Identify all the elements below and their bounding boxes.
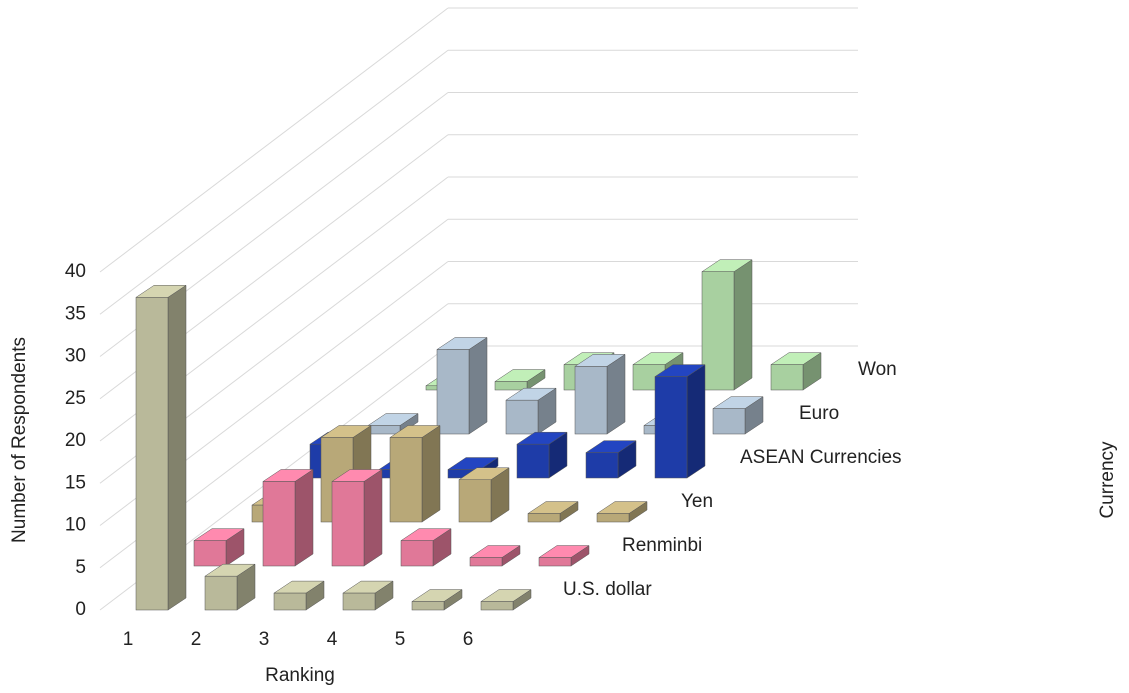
y-tick-label: 30 bbox=[65, 346, 86, 367]
y-tick-label: 5 bbox=[75, 557, 86, 578]
y-tick-label: 10 bbox=[65, 515, 86, 536]
bar-side bbox=[294, 469, 314, 567]
bar bbox=[400, 528, 452, 567]
y-axis-title: Number of Respondents bbox=[9, 337, 30, 543]
bar-side bbox=[733, 259, 753, 391]
bar bbox=[712, 396, 764, 435]
bar-side bbox=[167, 284, 187, 611]
bar-front bbox=[262, 481, 296, 567]
bar-front bbox=[342, 592, 376, 611]
bar-side bbox=[421, 425, 441, 523]
bar bbox=[273, 580, 325, 611]
x-tick-label: 3 bbox=[259, 629, 270, 650]
grid-line bbox=[99, 49, 449, 315]
bar-front bbox=[204, 575, 238, 611]
bar bbox=[480, 589, 532, 611]
bar-front bbox=[480, 601, 514, 611]
bar bbox=[596, 501, 648, 523]
bar bbox=[204, 563, 256, 611]
bar bbox=[389, 425, 441, 523]
y-tick-label: 20 bbox=[65, 430, 86, 451]
bar bbox=[527, 501, 579, 523]
bar-front bbox=[494, 381, 528, 391]
y-tick-label: 35 bbox=[65, 303, 86, 324]
x-tick-label: 1 bbox=[123, 629, 134, 650]
bar bbox=[516, 431, 568, 479]
bar-front bbox=[527, 513, 561, 523]
y-tick-label: 25 bbox=[65, 388, 86, 409]
bar-front bbox=[770, 364, 804, 391]
bar bbox=[574, 353, 626, 435]
x-tick-label: 5 bbox=[395, 629, 406, 650]
x-tick-label: 4 bbox=[327, 629, 338, 650]
bar bbox=[538, 545, 590, 567]
bar bbox=[342, 580, 394, 611]
bar-front bbox=[505, 399, 539, 435]
bar bbox=[585, 440, 637, 479]
bar-front bbox=[701, 271, 735, 391]
series-label: Renminbi bbox=[622, 535, 702, 556]
bar bbox=[494, 369, 546, 391]
bar bbox=[262, 469, 314, 567]
bar-front bbox=[458, 479, 492, 523]
y-tick-label: 0 bbox=[75, 599, 86, 620]
bar-side bbox=[686, 364, 706, 479]
series-label: U.S. dollar bbox=[563, 579, 652, 600]
bar-front bbox=[411, 601, 445, 611]
bar-front bbox=[585, 452, 619, 479]
bar-front bbox=[516, 443, 550, 479]
bar-front bbox=[654, 376, 688, 479]
bar bbox=[654, 364, 706, 479]
x-axis-title: Ranking bbox=[265, 665, 335, 686]
bar-front bbox=[538, 557, 572, 567]
y-tick-label: 15 bbox=[65, 472, 86, 493]
bar bbox=[411, 589, 463, 611]
bar-front bbox=[436, 349, 470, 435]
bar-side bbox=[363, 469, 383, 567]
bar bbox=[469, 545, 521, 567]
bar-front bbox=[331, 481, 365, 567]
bar bbox=[331, 469, 383, 567]
grid-line bbox=[99, 7, 449, 273]
bar bbox=[458, 467, 510, 523]
bar-front bbox=[367, 425, 401, 435]
bar bbox=[135, 284, 187, 611]
x-tick-label: 6 bbox=[463, 629, 474, 650]
bar bbox=[701, 259, 753, 391]
bar-front bbox=[469, 557, 503, 567]
bar-front bbox=[574, 366, 608, 435]
bar-front bbox=[135, 297, 169, 611]
z-axis-title: Currency bbox=[1097, 441, 1118, 519]
bar bbox=[436, 337, 488, 435]
series-label: Won bbox=[858, 359, 897, 380]
series-label: ASEAN Currencies bbox=[740, 447, 902, 468]
bar bbox=[770, 352, 822, 391]
bar-side bbox=[468, 337, 488, 435]
bar-front bbox=[596, 513, 630, 523]
bar-front bbox=[273, 592, 307, 611]
bar bbox=[193, 528, 245, 567]
bar-front bbox=[712, 408, 746, 435]
y-tick-label: 40 bbox=[65, 261, 86, 282]
series-label: Yen bbox=[681, 491, 713, 512]
bar bbox=[505, 387, 557, 435]
bar-front bbox=[193, 540, 227, 567]
series-label: Euro bbox=[799, 403, 839, 424]
bar-front bbox=[389, 437, 423, 523]
bar-front bbox=[400, 540, 434, 567]
bar-side bbox=[606, 353, 626, 435]
x-tick-label: 2 bbox=[191, 629, 202, 650]
